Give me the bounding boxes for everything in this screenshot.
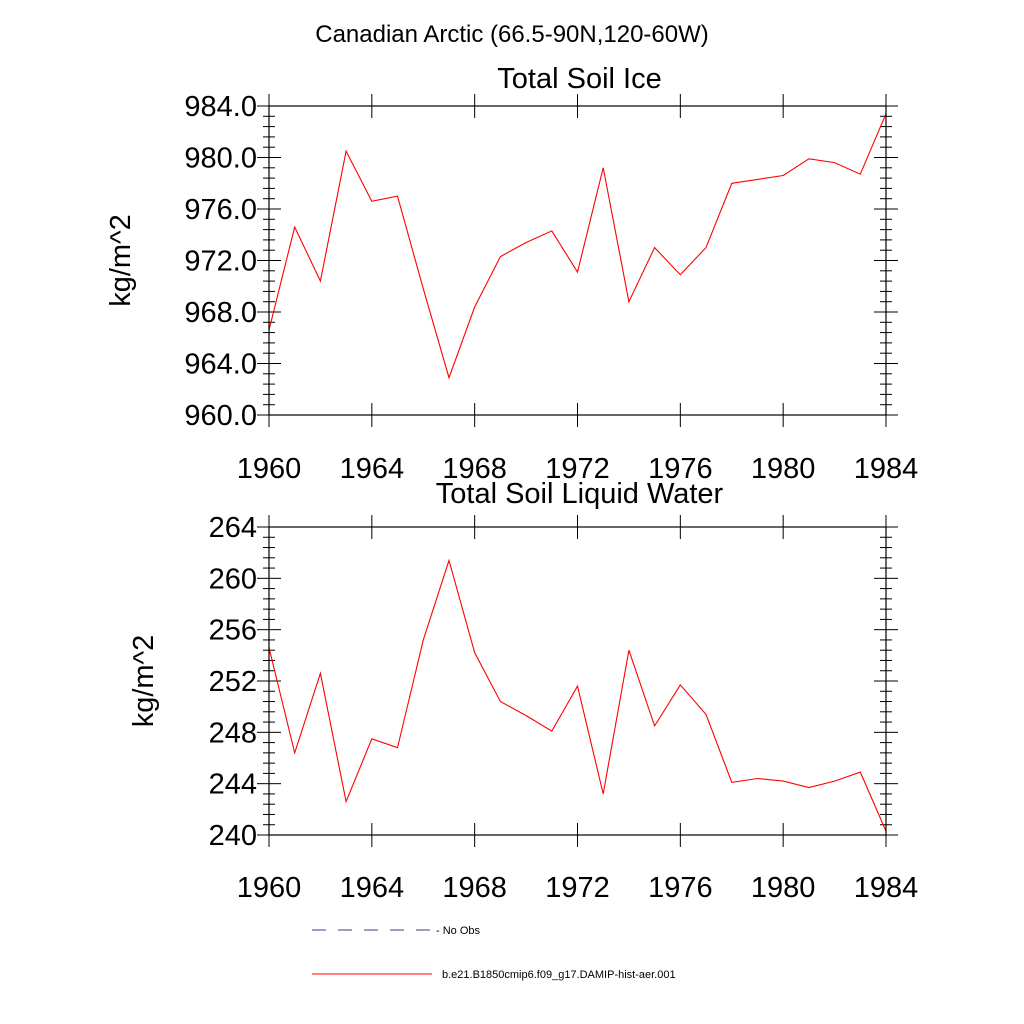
x-tick-label: 1984 bbox=[854, 453, 919, 485]
y-tick-label: 264 bbox=[209, 512, 257, 544]
x-tick-label: 1960 bbox=[237, 453, 302, 485]
y-axis-title: kg/m^2 bbox=[105, 214, 137, 307]
y-tick-label: 964.0 bbox=[184, 349, 257, 381]
plot-frame bbox=[268, 105, 887, 416]
y-tick-label: 972.0 bbox=[184, 246, 257, 278]
y-tick-label: 968.0 bbox=[184, 297, 257, 329]
y-tick-label: 244 bbox=[209, 769, 257, 801]
x-tick-label: 1972 bbox=[545, 872, 610, 904]
legend-label-2: b.e21.B1850cmip6.f09_g17.DAMIP-hist-aer.… bbox=[442, 969, 676, 981]
figure-main-title: Canadian Arctic (66.5-90N,120-60W) bbox=[315, 21, 709, 48]
x-tick-label: 1980 bbox=[751, 872, 816, 904]
x-tick-label: 1976 bbox=[648, 872, 713, 904]
y-tick-label: 256 bbox=[209, 615, 257, 647]
y-tick-label: 960.0 bbox=[184, 400, 257, 432]
x-tick-label: 1980 bbox=[751, 453, 816, 485]
legend-label-1: - No Obs bbox=[436, 925, 481, 937]
y-tick-label: 976.0 bbox=[184, 194, 257, 226]
x-tick-label: 1968 bbox=[442, 872, 507, 904]
x-tick-label: 1972 bbox=[545, 453, 610, 485]
chart-panel-1: Total Soil Ice kg/m^2 1960 1964 1968 1972 1976… bbox=[105, 63, 918, 485]
series-line bbox=[268, 558, 887, 832]
x-tick-label: 1960 bbox=[237, 872, 302, 904]
x-tick-label: 1968 bbox=[442, 453, 507, 485]
y-tick-label: 248 bbox=[209, 717, 257, 749]
y-tick-label: 252 bbox=[209, 666, 257, 698]
x-tick-label: 1964 bbox=[340, 453, 405, 485]
plot-frame bbox=[268, 526, 887, 836]
chart-panel-2: Total Soil Liquid Water kg/m^2 1960 1964 196… bbox=[128, 478, 918, 904]
series-line bbox=[268, 113, 887, 380]
y-tick-label: 260 bbox=[209, 563, 257, 595]
y-tick-label: 240 bbox=[209, 820, 257, 852]
y-tick-label: 984.0 bbox=[184, 91, 257, 123]
y-tick-label: 980.0 bbox=[184, 143, 257, 175]
x-tick-label: 1984 bbox=[854, 872, 919, 904]
y-axis-title: kg/m^2 bbox=[128, 635, 160, 728]
x-tick-label: 1964 bbox=[340, 872, 405, 904]
legend: - No Obs b.e21.B1850cmip6.f09_g17.DAMIP-h… bbox=[312, 925, 676, 981]
x-tick-label: 1976 bbox=[648, 453, 713, 485]
panel-title: Total Soil Ice bbox=[497, 63, 661, 95]
panel-title: Total Soil Liquid Water bbox=[436, 478, 724, 510]
